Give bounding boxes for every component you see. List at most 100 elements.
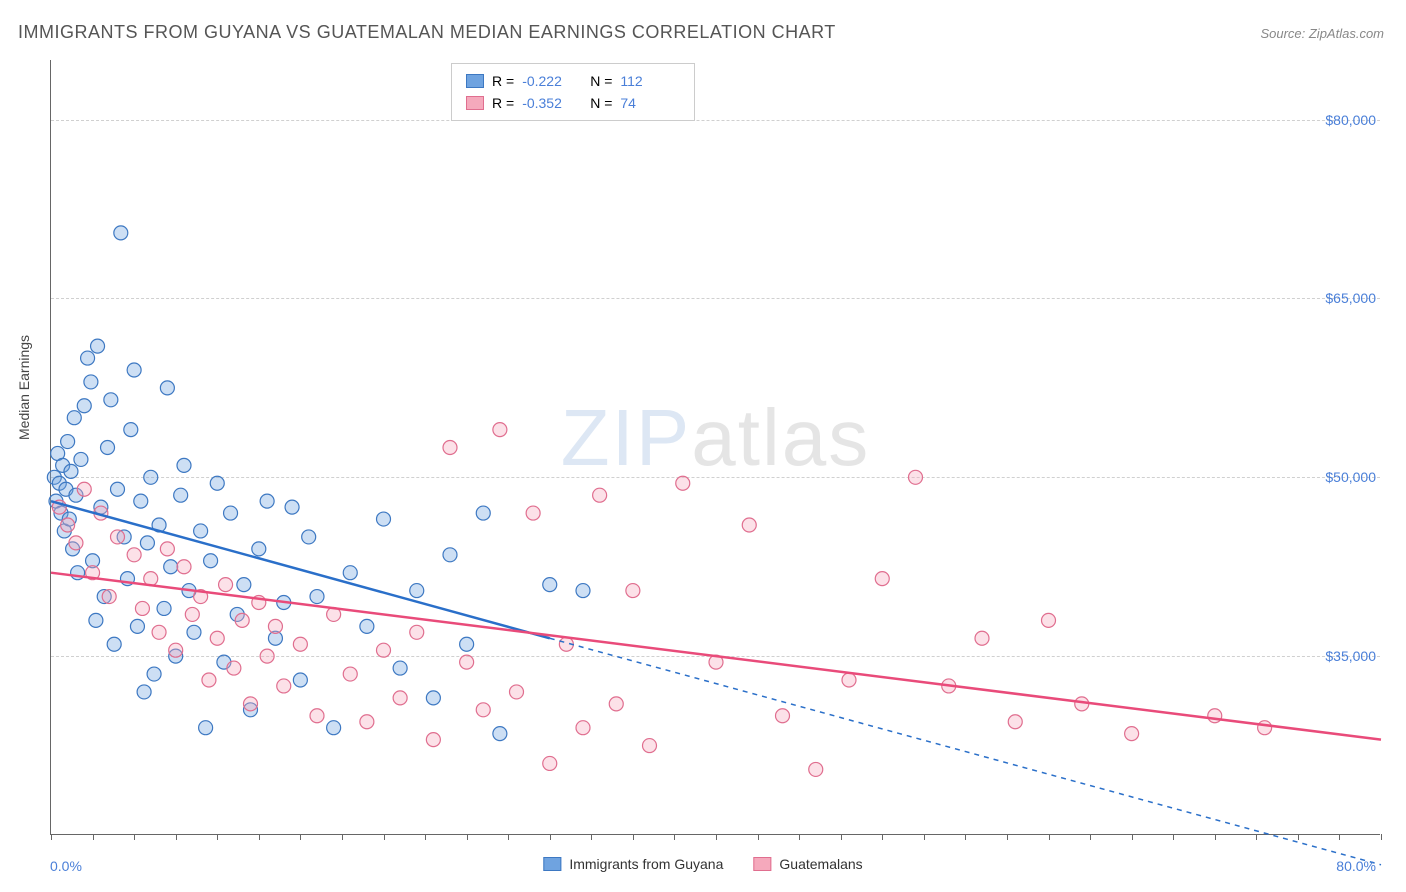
data-point bbox=[543, 756, 557, 770]
data-point bbox=[476, 506, 490, 520]
data-point bbox=[327, 721, 341, 735]
data-point bbox=[443, 441, 457, 455]
data-point bbox=[643, 739, 657, 753]
data-point bbox=[443, 548, 457, 562]
data-point bbox=[244, 697, 258, 711]
n-value-guatemalans: 74 bbox=[620, 95, 680, 111]
trend-line bbox=[51, 501, 550, 638]
n-value-guyana: 112 bbox=[620, 73, 680, 89]
data-point bbox=[260, 649, 274, 663]
r-value-guatemalans: -0.352 bbox=[522, 95, 582, 111]
data-point bbox=[426, 733, 440, 747]
data-point bbox=[1042, 613, 1056, 627]
chart-title: IMMIGRANTS FROM GUYANA VS GUATEMALAN MED… bbox=[18, 22, 836, 43]
data-point bbox=[219, 578, 233, 592]
data-point bbox=[64, 464, 78, 478]
y-tick-label: $65,000 bbox=[1325, 290, 1376, 306]
data-point bbox=[169, 643, 183, 657]
data-point bbox=[114, 226, 128, 240]
data-point bbox=[776, 709, 790, 723]
data-point bbox=[124, 423, 138, 437]
data-point bbox=[285, 500, 299, 514]
data-point bbox=[410, 625, 424, 639]
data-point bbox=[185, 607, 199, 621]
data-point bbox=[410, 584, 424, 598]
data-point bbox=[510, 685, 524, 699]
r-label: R = bbox=[492, 95, 514, 111]
data-point bbox=[1125, 727, 1139, 741]
data-point bbox=[127, 548, 141, 562]
data-point bbox=[237, 578, 251, 592]
data-point bbox=[310, 590, 324, 604]
data-point bbox=[526, 506, 540, 520]
data-point bbox=[77, 482, 91, 496]
data-point bbox=[194, 524, 208, 538]
data-point bbox=[104, 393, 118, 407]
data-point bbox=[809, 762, 823, 776]
data-point bbox=[426, 691, 440, 705]
data-point bbox=[543, 578, 557, 592]
data-point bbox=[147, 667, 161, 681]
data-point bbox=[134, 494, 148, 508]
chart-container: IMMIGRANTS FROM GUYANA VS GUATEMALAN MED… bbox=[0, 0, 1406, 892]
legend-label-guatemalans: Guatemalans bbox=[779, 856, 862, 872]
data-point bbox=[1258, 721, 1272, 735]
trend-line-extrapolated bbox=[550, 638, 1381, 865]
data-point bbox=[235, 613, 249, 627]
legend-item-guyana: Immigrants from Guyana bbox=[543, 856, 723, 872]
data-point bbox=[84, 375, 98, 389]
data-point bbox=[140, 536, 154, 550]
data-point bbox=[909, 470, 923, 484]
r-label: R = bbox=[492, 73, 514, 89]
data-point bbox=[102, 590, 116, 604]
data-point bbox=[210, 631, 224, 645]
swatch-guatemalans bbox=[466, 96, 484, 110]
data-point bbox=[67, 411, 81, 425]
y-tick-label: $80,000 bbox=[1325, 112, 1376, 128]
data-point bbox=[1208, 709, 1222, 723]
data-point bbox=[111, 482, 125, 496]
r-value-guyana: -0.222 bbox=[522, 73, 582, 89]
data-point bbox=[842, 673, 856, 687]
legend-row-guyana: R = -0.222 N = 112 bbox=[466, 70, 680, 92]
plot-area: ZIPatlas R = -0.222 N = 112 R = -0.352 N… bbox=[50, 60, 1380, 835]
data-point bbox=[343, 667, 357, 681]
data-point bbox=[493, 423, 507, 437]
x-tick-max: 80.0% bbox=[1336, 858, 1376, 874]
data-point bbox=[204, 554, 218, 568]
data-point bbox=[210, 476, 224, 490]
x-tick-min: 0.0% bbox=[50, 858, 82, 874]
n-label: N = bbox=[590, 95, 612, 111]
data-point bbox=[187, 625, 201, 639]
data-point bbox=[268, 619, 282, 633]
data-point bbox=[101, 441, 115, 455]
data-point bbox=[61, 518, 75, 532]
data-point bbox=[609, 697, 623, 711]
data-point bbox=[460, 655, 474, 669]
data-point bbox=[460, 637, 474, 651]
data-point bbox=[177, 560, 191, 574]
data-point bbox=[74, 452, 88, 466]
data-point bbox=[107, 637, 121, 651]
data-point bbox=[377, 512, 391, 526]
data-point bbox=[61, 435, 75, 449]
data-point bbox=[127, 363, 141, 377]
data-point bbox=[144, 470, 158, 484]
data-point bbox=[310, 709, 324, 723]
correlation-legend: R = -0.222 N = 112 R = -0.352 N = 74 bbox=[451, 63, 695, 121]
data-point bbox=[875, 572, 889, 586]
data-point bbox=[77, 399, 91, 413]
data-point bbox=[676, 476, 690, 490]
swatch-guyana bbox=[466, 74, 484, 88]
y-axis-label: Median Earnings bbox=[16, 335, 32, 440]
data-point bbox=[360, 715, 374, 729]
data-point bbox=[742, 518, 756, 532]
data-point bbox=[393, 661, 407, 675]
legend-item-guatemalans: Guatemalans bbox=[753, 856, 862, 872]
data-point bbox=[252, 542, 266, 556]
data-point bbox=[177, 458, 191, 472]
data-point bbox=[130, 619, 144, 633]
data-point bbox=[576, 721, 590, 735]
data-point bbox=[160, 542, 174, 556]
data-point bbox=[81, 351, 95, 365]
